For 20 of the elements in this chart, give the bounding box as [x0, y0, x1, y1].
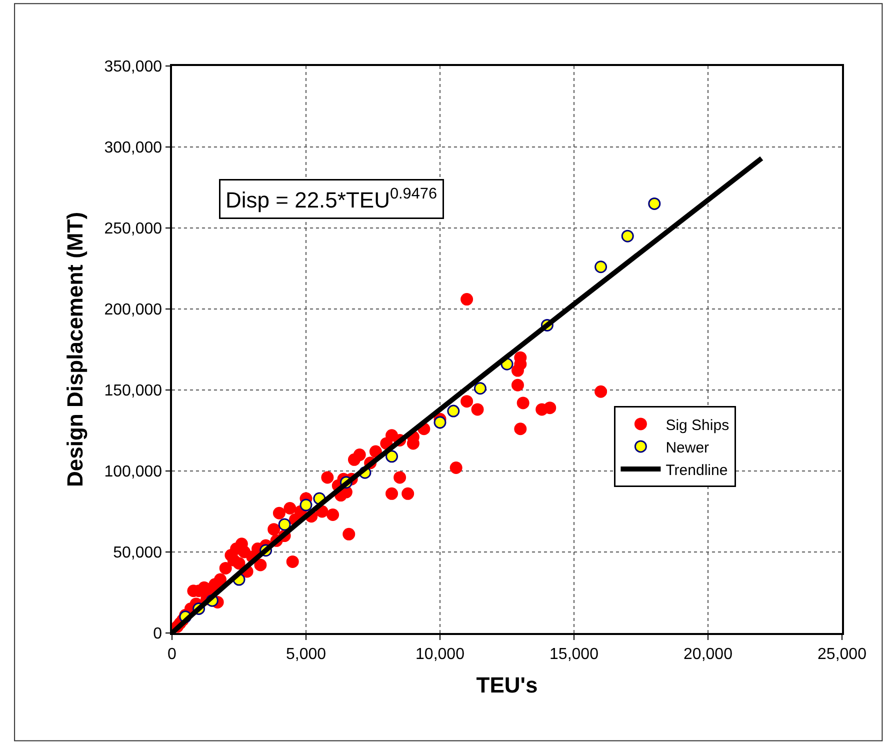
y-tick-label: 100,000 [104, 464, 162, 481]
x-tick-label: 10,000 [416, 646, 465, 663]
y-axis-title: Design Displacement (MT) [62, 212, 88, 488]
x-tick-label: 20,000 [684, 646, 733, 663]
x-tick-label: 0 [168, 646, 177, 663]
legend-label: Sig Ships [666, 416, 730, 434]
x-tick-label: 15,000 [550, 646, 599, 663]
y-tick-label: 250,000 [104, 220, 162, 238]
y-tick-label: 300,000 [104, 140, 162, 157]
y-tick-label: 0 [153, 626, 162, 643]
annotation: Disp = 22.5*TEU$^{0.9476}$ [226, 186, 438, 213]
y-tick-label: 150,000 [104, 382, 162, 400]
x-axis-title: TEU's [476, 672, 538, 698]
y-tick-label: 50,000 [113, 544, 162, 562]
x-tick-label: 5,000 [286, 646, 326, 663]
y-tick-label: 200,000 [104, 302, 162, 319]
x-tick-label: 25,000 [818, 646, 867, 663]
y-tick-label: 350,000 [104, 58, 162, 76]
legend-label: Newer [666, 439, 710, 456]
legend-label: Trendline [666, 462, 728, 479]
